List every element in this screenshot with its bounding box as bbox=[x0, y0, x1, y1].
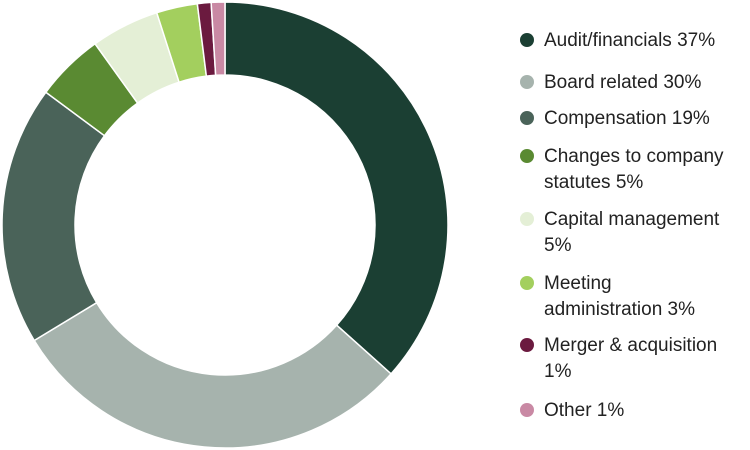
legend-label: Capital management 5% bbox=[544, 209, 720, 256]
legend-label: Compensation 19% bbox=[544, 108, 710, 129]
legend-item-compensation: Compensation 19% bbox=[520, 106, 748, 144]
donut-slice-7 bbox=[210, 1, 226, 77]
legend-item-audit-financials: Audit/financials 37% bbox=[520, 28, 748, 70]
legend-swatch bbox=[520, 149, 534, 163]
legend-swatch bbox=[520, 338, 534, 352]
legend-swatch bbox=[520, 75, 534, 89]
legend-swatch bbox=[520, 276, 534, 290]
legend: Audit/financials 37% Board related 30% C… bbox=[520, 28, 748, 428]
legend-label: Audit/financials 37% bbox=[544, 30, 716, 51]
legend-item-board-related: Board related 30% bbox=[520, 70, 748, 106]
legend-item-capital-management: Capital management 5% bbox=[520, 207, 748, 271]
legend-item-other: Other 1% bbox=[520, 398, 748, 428]
legend-label: Other 1% bbox=[544, 400, 625, 421]
legend-item-meeting-administration: Meeting administration 3% bbox=[520, 271, 748, 333]
legend-label: Meeting administration 3% bbox=[544, 273, 696, 320]
donut-slice-1 bbox=[33, 301, 393, 449]
legend-swatch bbox=[520, 403, 534, 417]
legend-label: Merger & acquisition 1% bbox=[544, 335, 718, 382]
legend-item-merger-acquisition: Merger & acquisition 1% bbox=[520, 333, 748, 398]
legend-label: Changes to company statutes 5% bbox=[544, 146, 724, 193]
legend-item-changes-to-company-statutes: Changes to company statutes 5% bbox=[520, 144, 748, 207]
donut-slice-0 bbox=[224, 1, 449, 375]
legend-swatch bbox=[520, 212, 534, 226]
legend-swatch bbox=[520, 111, 534, 125]
legend-label: Board related 30% bbox=[544, 72, 702, 93]
legend-swatch bbox=[520, 33, 534, 47]
donut-chart bbox=[1, 1, 449, 449]
donut-slice-2 bbox=[1, 91, 106, 342]
